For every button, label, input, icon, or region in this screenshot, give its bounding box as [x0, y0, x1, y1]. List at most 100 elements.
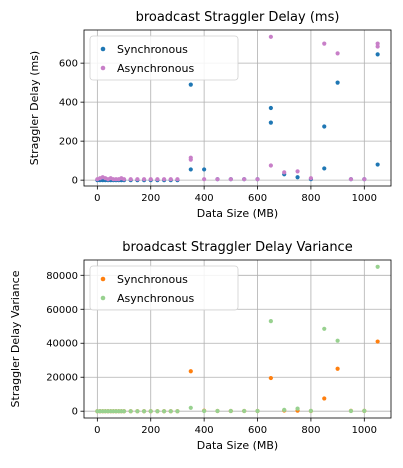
x-tick-label: 1000 — [352, 193, 377, 204]
y-tick-label: 200 — [59, 137, 78, 148]
data-point — [255, 408, 260, 414]
y-tick-label: 600 — [59, 59, 78, 70]
data-point — [155, 177, 160, 182]
plot-frame — [83, 259, 392, 419]
data-point — [188, 405, 193, 410]
data-point — [228, 177, 233, 182]
data-point — [202, 167, 207, 172]
data-point — [175, 177, 180, 182]
legend: Synchronous Asynchronous — [89, 265, 239, 311]
legend-box — [89, 265, 239, 311]
data-point — [282, 170, 287, 175]
series-asynchronous — [95, 264, 380, 414]
chart-title: broadcast Straggler Delay Variance — [122, 240, 352, 255]
data-point — [375, 264, 380, 269]
data-point — [141, 177, 147, 182]
y-tick-label: 400 — [59, 98, 78, 109]
data-point — [322, 326, 327, 331]
y-tick-label: 80000 — [46, 271, 78, 282]
data-point — [121, 409, 127, 414]
data-point — [215, 177, 220, 182]
y-axis-label: Straggler Delay (ms) — [28, 51, 41, 165]
x-tick-label: 400 — [195, 425, 214, 436]
data-point — [161, 409, 167, 414]
data-point — [335, 51, 340, 56]
x-tick-label: 800 — [301, 425, 320, 436]
legend-marker — [100, 276, 106, 282]
data-point — [155, 409, 160, 414]
data-point — [348, 177, 354, 182]
data-point — [295, 169, 300, 174]
x-tick-label: 600 — [248, 425, 267, 436]
legend-entry: Synchronous — [117, 273, 188, 286]
data-point — [255, 177, 260, 182]
data-point — [362, 408, 367, 413]
data-point — [348, 408, 354, 414]
data-point — [215, 408, 220, 414]
data-point — [128, 177, 133, 182]
data-point — [375, 52, 380, 57]
series-synchronous — [95, 339, 380, 414]
y-tick-label: 0 — [72, 176, 78, 187]
data-point — [128, 409, 133, 414]
data-point — [161, 177, 167, 182]
data-point — [202, 408, 207, 414]
data-point — [242, 408, 247, 414]
data-point — [188, 82, 193, 87]
data-point — [268, 105, 273, 111]
data-point — [242, 177, 247, 182]
data-point — [268, 34, 273, 39]
data-point — [362, 177, 367, 182]
data-point — [335, 80, 340, 85]
data-point — [268, 375, 273, 381]
x-tick-label: 600 — [248, 193, 267, 204]
chart-2: broadcast Straggler Delay Variance 0 200 40… — [9, 240, 392, 452]
x-tick-label: 800 — [301, 193, 320, 204]
legend-marker — [100, 295, 106, 301]
data-point — [168, 177, 173, 182]
data-point — [322, 166, 327, 171]
y-axis-label: Straggler Delay Variance — [9, 270, 22, 407]
legend-box — [89, 35, 239, 81]
data-point — [335, 338, 340, 343]
y-tick-label: 20000 — [46, 373, 78, 384]
data-point — [375, 44, 380, 49]
data-point — [188, 157, 193, 162]
data-point — [202, 177, 207, 182]
data-point — [308, 176, 314, 181]
data-point — [168, 409, 173, 414]
x-axis-label: Data Size (MB) — [197, 207, 278, 220]
legend-marker — [100, 46, 106, 52]
y-tick-label: 60000 — [46, 305, 78, 316]
data-point — [148, 177, 153, 182]
x-tick-label: 1000 — [352, 425, 377, 436]
data-point — [121, 177, 127, 182]
data-point — [375, 162, 380, 167]
data-point — [375, 339, 380, 344]
data-point — [141, 409, 147, 414]
data-point — [335, 366, 340, 371]
data-point — [295, 175, 300, 180]
data-point — [175, 409, 180, 414]
data-point — [228, 408, 233, 414]
series-asynchronous — [95, 34, 380, 182]
data-point — [188, 167, 193, 172]
x-tick-label: 0 — [94, 425, 100, 436]
y-tick-label: 0 — [72, 407, 78, 418]
legend-entry: Asynchronous — [117, 292, 194, 305]
data-point — [268, 319, 273, 324]
x-tick-label: 200 — [141, 425, 160, 436]
data-point — [148, 409, 153, 414]
data-point — [322, 41, 327, 46]
legend-entry: Asynchronous — [117, 62, 194, 75]
legend-marker — [100, 65, 106, 71]
data-point — [135, 409, 140, 414]
data-point — [322, 396, 327, 401]
data-point — [268, 163, 273, 168]
x-tick-label: 0 — [94, 193, 100, 204]
data-point — [268, 120, 273, 125]
data-point — [308, 408, 314, 413]
data-point — [322, 124, 327, 129]
chart-1: broadcast Straggler Delay (ms) 0 200 400 600… — [28, 10, 392, 220]
